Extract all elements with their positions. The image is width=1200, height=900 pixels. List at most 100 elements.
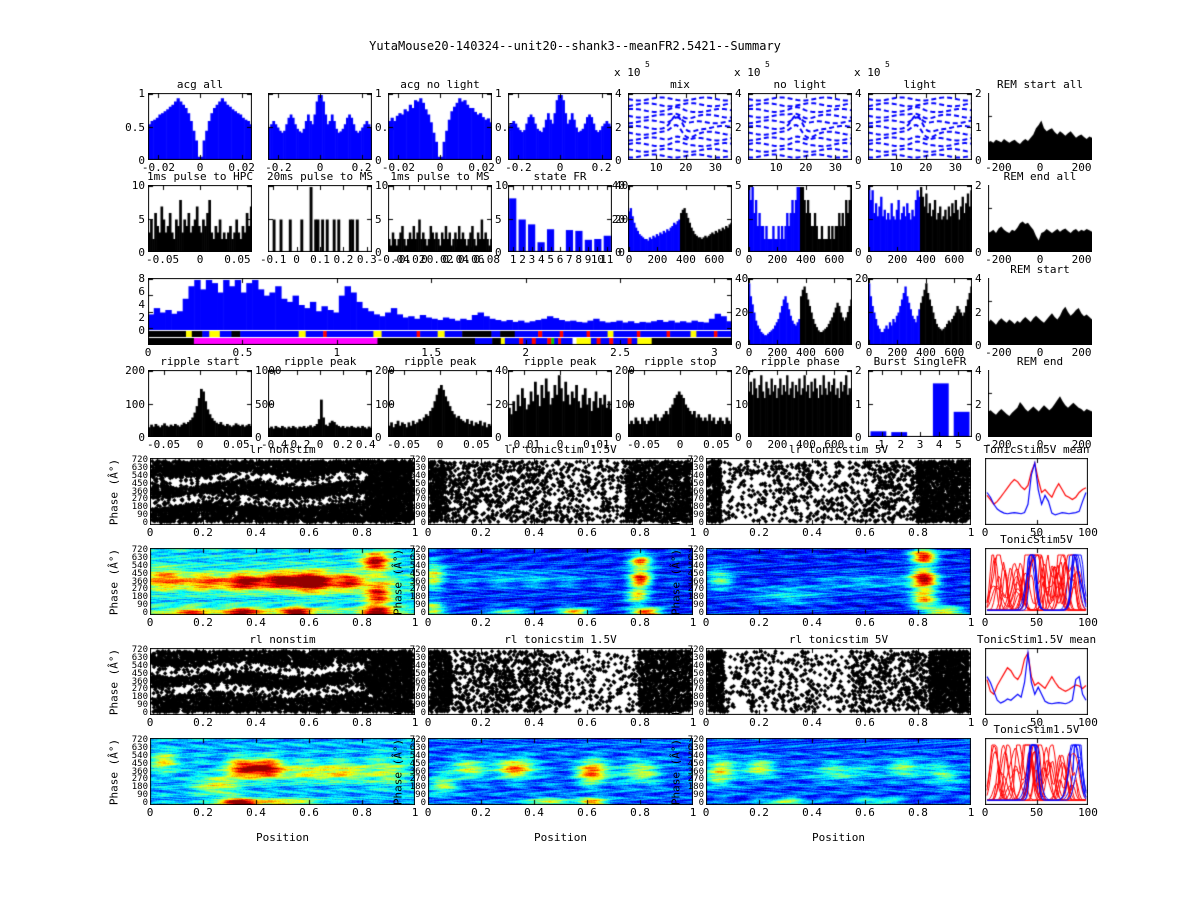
- rem2-xtick: -200: [985, 253, 1012, 266]
- r8c-xtick: 1: [967, 806, 975, 819]
- r3p2-xtick: 0: [745, 346, 753, 359]
- r8b-xtick: 0.4: [524, 806, 544, 819]
- r2p4-ytick: 40: [615, 179, 629, 192]
- r4p6-xtick: 0: [745, 438, 753, 451]
- r5d-title: TonicStim5V mean: [983, 443, 1090, 456]
- r6d-panel: [985, 548, 1088, 615]
- r3p3-panel: [868, 278, 972, 345]
- r7b-panel: [428, 648, 693, 715]
- r6b-xtick: 0.6: [577, 616, 597, 629]
- r2p4-xtick: 2: [519, 253, 526, 266]
- r1p3-xtick: 0: [436, 161, 444, 174]
- r1p3-xtick: -0.02: [381, 161, 415, 174]
- r6a-xtick: 1: [411, 616, 419, 629]
- r7c-phase-tick: 90: [693, 700, 704, 711]
- r3p3-ytick: 2: [975, 305, 982, 319]
- r5b-phase-ylabel: Phase (Â°): [391, 458, 405, 525]
- wide-xtick: 2.5: [610, 346, 630, 359]
- r7b-xtick: 0.8: [630, 716, 650, 729]
- r2p1-xtick: -0.05: [145, 253, 180, 266]
- mix-xtick: 30: [708, 161, 722, 174]
- r7a-phase-tick: 450: [131, 668, 148, 679]
- r4p1-ytick: 200: [125, 364, 145, 377]
- r3p3-ytick: 0: [975, 339, 982, 352]
- r2p4-ytick: 20: [615, 212, 629, 226]
- r6a-xtick: 0.2: [193, 616, 213, 629]
- r8c-phase-tick: 360: [687, 766, 704, 777]
- r7b-phase-tick: 180: [409, 692, 426, 703]
- r7a-title: rl nonstim: [249, 633, 316, 646]
- r8a-phase-tick: 720: [131, 735, 148, 745]
- r1p4-ytick: 0: [615, 154, 622, 167]
- r1p4-ytick: 2: [615, 120, 622, 134]
- r4p2-xtick: 0.4: [355, 438, 376, 451]
- wide-xtick: 3: [711, 346, 718, 359]
- r8a-xtick: 0.6: [299, 806, 319, 819]
- r6b-xtick: 1: [689, 616, 697, 629]
- r2p3-panel: [388, 185, 492, 252]
- r4p1-title: ripple start: [160, 355, 240, 368]
- r5a-phase-tick: 0: [142, 518, 148, 528]
- r7c-phase-tick: 180: [687, 692, 704, 703]
- r7d-xtick: 100: [1078, 716, 1098, 729]
- r2p2-xtick: -0.1: [259, 253, 287, 266]
- r1p2-ytick: 0: [375, 154, 382, 167]
- r2p2-ytick: 0: [375, 246, 382, 259]
- r1p1-ytick: 1: [138, 87, 145, 100]
- mix-ytick: 2: [735, 120, 742, 134]
- r3p3-xtick: 0: [865, 346, 873, 359]
- r5a-xtick: 0.8: [352, 526, 372, 539]
- r7b-phase-tick: 270: [409, 684, 426, 695]
- r4p1-ytick: 0: [138, 431, 145, 444]
- r2p5-ytick: 0: [618, 246, 625, 259]
- r1p3-panel: [388, 93, 492, 160]
- r2p2-xtick: 0.1: [310, 253, 330, 266]
- r8a-phase-tick: 450: [131, 758, 148, 769]
- r2p7-ytick: 0: [975, 246, 982, 259]
- r7c-xtick: 0.4: [802, 716, 822, 729]
- r7b-phase-tick: 0: [420, 708, 426, 718]
- r5c-phase-tick: 450: [687, 478, 704, 489]
- r7d-title: TonicStim1.5V mean: [976, 633, 1097, 646]
- r1p2-ytick: 0.5: [375, 120, 395, 134]
- r5b-xtick: 0.8: [630, 526, 650, 539]
- r4p3-ytick: 40: [495, 364, 509, 377]
- r6a-phase-tick: 180: [131, 592, 148, 603]
- r4p4-ytick: 200: [615, 364, 635, 377]
- nolight-ytick: 0: [855, 154, 862, 167]
- r5c-xtick: 0.2: [749, 526, 769, 539]
- r4p5-panel: [628, 370, 732, 437]
- r5a-phase-tick: 180: [131, 502, 148, 513]
- r8a-xtick: 0.8: [352, 806, 372, 819]
- light-ytick: 1: [975, 120, 982, 134]
- r8b-xtick: 0.2: [471, 806, 491, 819]
- rem2-panel: [988, 185, 1092, 252]
- r2p4-ytick: 0: [615, 246, 622, 259]
- r5a-xtick: 1: [411, 526, 419, 539]
- r2p4-xtick: 7: [566, 253, 573, 266]
- r5b-phase-tick: 0: [420, 518, 426, 528]
- rem4-xtick: -200: [985, 438, 1012, 451]
- mix-ytick: 0: [735, 154, 742, 167]
- r2p7-ytick: 2: [975, 179, 982, 192]
- r7a-phase-tick: 90: [137, 700, 148, 711]
- r3p2-xtick: 400: [795, 346, 816, 359]
- r8d-title: TonicStim1.5V: [993, 723, 1080, 736]
- r8c-phase-tick: 180: [687, 782, 704, 793]
- r5a-phase-tick: 630: [131, 462, 148, 473]
- r6c-phase-tick: 630: [687, 552, 704, 563]
- r5b-phase-tick: 270: [409, 494, 426, 505]
- r8a-phase-tick: 540: [131, 750, 148, 761]
- r7c-xtick: 0.6: [855, 716, 875, 729]
- r2p2-ytick: 10: [375, 179, 389, 192]
- r6a-phase-tick: 540: [131, 560, 148, 571]
- rem4-xtick: 0: [1036, 438, 1044, 451]
- r2p5-xtick: 600: [704, 253, 725, 266]
- r1p1-xtick: 0: [196, 161, 204, 174]
- r2p6-xtick: 600: [824, 253, 845, 266]
- r1p1-panel: [148, 93, 252, 160]
- r7c-phase-ylabel: Phase (Â°): [669, 648, 683, 715]
- r6b-phase-ylabel: Phase (Â°): [391, 548, 405, 615]
- r2p4-panel: [508, 185, 612, 252]
- r7b-phase-tick: 540: [409, 660, 426, 671]
